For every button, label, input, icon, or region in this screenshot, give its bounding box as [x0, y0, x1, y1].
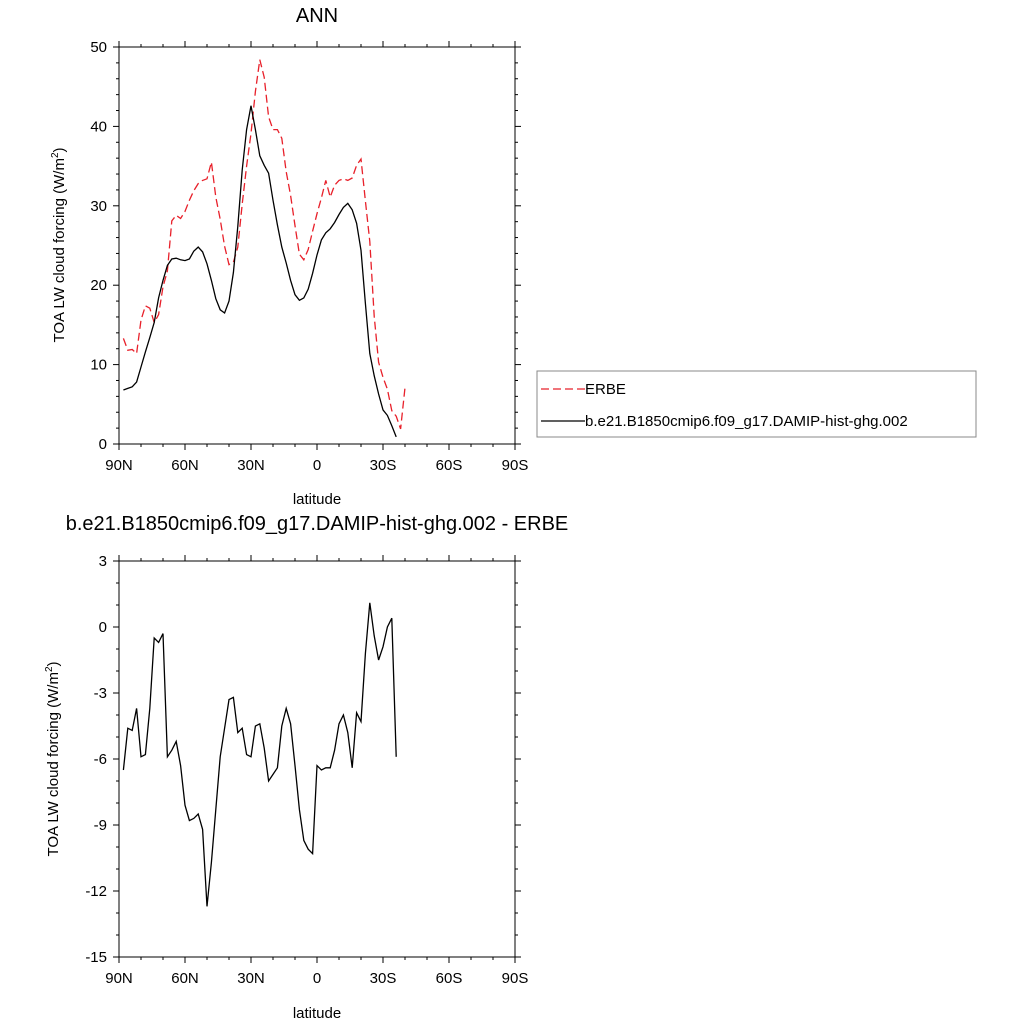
y-tick-label: 0	[99, 619, 107, 636]
series-line-erbe	[122, 59, 406, 430]
legend-entry-model: b.e21.B1850cmip6.f09_g17.DAMIP-hist-ghg.…	[585, 413, 908, 430]
x-tick-label: 30N	[237, 457, 265, 474]
tick-marks	[113, 41, 521, 450]
tick-labels: 90N 60N 30N 0 30S 60S 90S -15 -12 -9 -6 -3 0 3	[85, 553, 528, 987]
x-tick-label: 90S	[502, 457, 529, 474]
x-tick-label: 90N	[105, 457, 133, 474]
x-tick-label: 90S	[502, 970, 529, 987]
x-tick-label: 30S	[370, 970, 397, 987]
y-tick-label: 50	[90, 39, 107, 56]
x-tick-label: 90N	[105, 970, 133, 987]
y-tick-label: -3	[94, 685, 107, 702]
chart-title: ANN	[296, 5, 338, 27]
y-tick-label: -12	[85, 883, 107, 900]
x-tick-label: 30S	[370, 457, 397, 474]
x-tick-label: 60N	[171, 970, 199, 987]
y-tick-label: -9	[94, 817, 107, 834]
mean-chart-panel: ANN 90N 60N 30N 0 30S 60S 90S 0 10 20 30 40 50 latit…	[50, 5, 977, 508]
y-tick-label: 10	[90, 357, 107, 374]
x-axis-label: latitude	[293, 1005, 341, 1022]
y-axis-label-close: )	[45, 661, 62, 666]
chart-title: b.e21.B1850cmip6.f09_g17.DAMIP-hist-ghg.…	[66, 513, 569, 535]
legend-entry-erbe: ERBE	[585, 381, 626, 398]
y-tick-label: 3	[99, 553, 107, 570]
series-lines	[122, 602, 397, 907]
series-line-difference	[122, 602, 397, 907]
y-axis-label-close: )	[51, 147, 68, 152]
y-axis-label-superscript: 2	[50, 152, 61, 158]
difference-chart-panel: b.e21.B1850cmip6.f09_g17.DAMIP-hist-ghg.…	[44, 513, 568, 1022]
y-tick-label: -15	[85, 949, 107, 966]
y-tick-label: -6	[94, 751, 107, 768]
x-tick-label: 60S	[436, 457, 463, 474]
x-tick-label: 0	[313, 457, 321, 474]
x-tick-label: 30N	[237, 970, 265, 987]
x-tick-label: 0	[313, 970, 321, 987]
x-axis-label: latitude	[293, 491, 341, 508]
x-tick-label: 60N	[171, 457, 199, 474]
y-tick-label: 20	[90, 277, 107, 294]
y-tick-label: 40	[90, 118, 107, 135]
y-axis-label: TOA LW cloud forcing (W/m2)	[50, 147, 68, 342]
y-axis-label-text: TOA LW cloud forcing (W/m	[45, 672, 62, 857]
y-axis-label-superscript: 2	[44, 666, 55, 672]
series-line-model	[123, 105, 397, 438]
x-tick-label: 60S	[436, 970, 463, 987]
y-axis-label-text: TOA LW cloud forcing (W/m	[51, 158, 68, 343]
legend-box	[536, 370, 977, 438]
plot-frame	[118, 46, 516, 445]
legend: ERBE b.e21.B1850cmip6.f09_g17.DAMIP-hist…	[536, 370, 977, 438]
y-axis-label: TOA LW cloud forcing (W/m2)	[44, 661, 62, 856]
y-tick-label: 0	[99, 436, 107, 453]
series-lines	[122, 59, 406, 438]
y-tick-label: 30	[90, 198, 107, 215]
tick-marks	[113, 555, 521, 963]
tick-labels: 90N 60N 30N 0 30S 60S 90S 0 10 20 30 40 50	[90, 39, 528, 474]
plot-frame	[118, 560, 516, 958]
